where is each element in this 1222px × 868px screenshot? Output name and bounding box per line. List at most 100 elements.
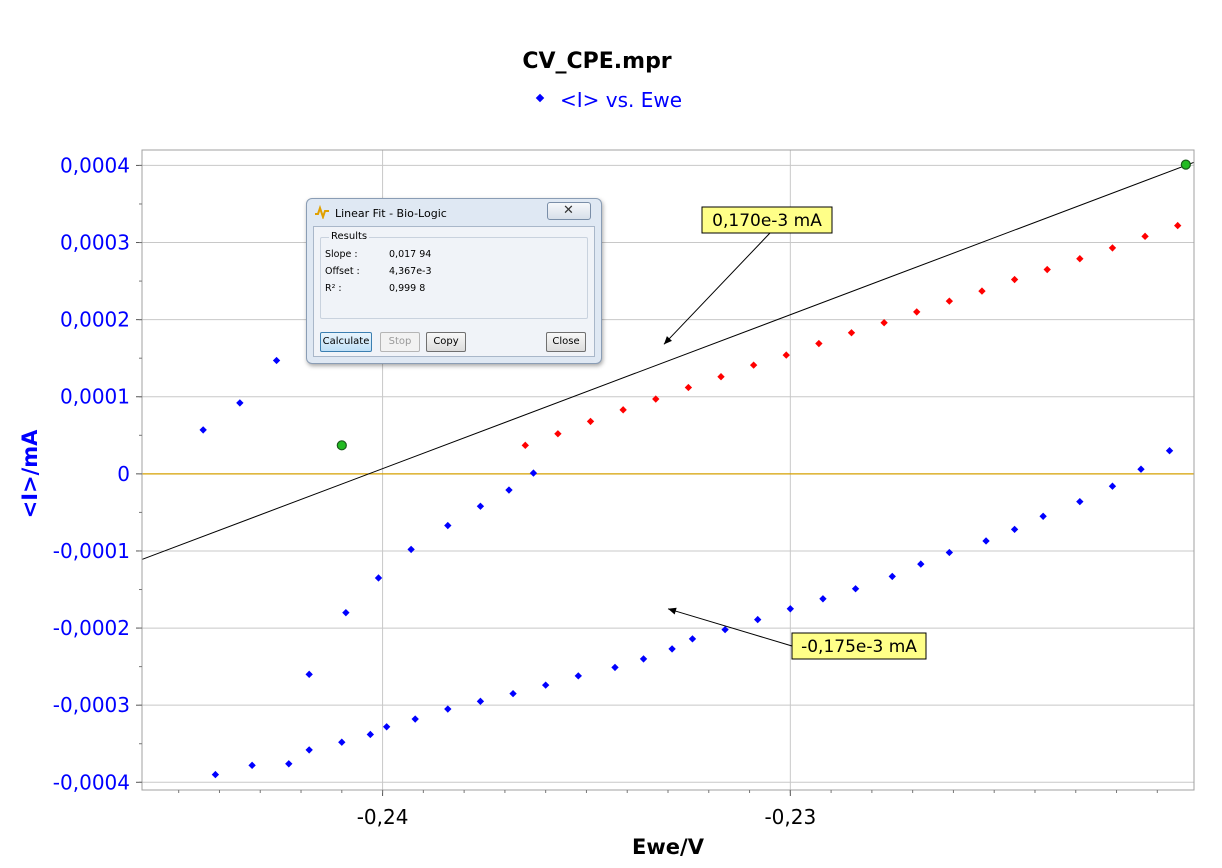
data-point bbox=[611, 663, 619, 672]
y-tick-label: 0,0003 bbox=[60, 231, 130, 255]
fit-point bbox=[1141, 232, 1149, 241]
annotation-label: 0,170e-3 mA bbox=[712, 211, 822, 231]
fit-line-group bbox=[141, 161, 1195, 560]
fit-point bbox=[586, 417, 595, 426]
annotations: 0,170e-3 mA -0,175e-3 mA bbox=[663, 206, 927, 660]
fit-point bbox=[717, 373, 725, 381]
annotation-arrowhead bbox=[668, 607, 677, 615]
legend-entry: <I> vs. Ewe bbox=[560, 88, 682, 112]
legend: <I> vs. Ewe bbox=[535, 88, 682, 112]
data-point bbox=[305, 746, 313, 754]
axes: 0,0004 0,0003 0,0002 0,0001 0 -0,0001 -0,0002 -… bbox=[53, 149, 1195, 829]
data-point bbox=[541, 681, 550, 689]
fit-point bbox=[815, 339, 823, 348]
y-tick-label: 0,0001 bbox=[60, 385, 130, 409]
fit-point bbox=[619, 406, 627, 414]
chart-title: CV_CPE.mpr bbox=[522, 49, 671, 74]
data-point bbox=[888, 572, 896, 581]
data-point bbox=[248, 761, 256, 770]
annotation-arrowhead bbox=[663, 336, 672, 345]
fit-point bbox=[1174, 221, 1182, 230]
r2-value: 0,999 8 bbox=[389, 283, 426, 294]
data-point bbox=[786, 605, 795, 613]
fit-point bbox=[945, 297, 954, 305]
fit-point bbox=[847, 329, 856, 337]
data-point bbox=[945, 548, 954, 557]
fit-point bbox=[1076, 255, 1084, 263]
data-point bbox=[382, 723, 391, 731]
close-icon: ✕ bbox=[563, 203, 574, 218]
close-button[interactable]: Close bbox=[546, 332, 586, 352]
data-point bbox=[411, 715, 419, 723]
window-close-button[interactable]: ✕ bbox=[547, 202, 591, 220]
dialog-title-bar[interactable]: Linear Fit - Bio-Logic ✕ bbox=[307, 199, 601, 225]
y-tick-label: 0,0004 bbox=[60, 153, 130, 177]
data-point bbox=[444, 705, 452, 713]
fit-point bbox=[554, 430, 562, 438]
data-point bbox=[639, 655, 648, 663]
x-axis-title: Ewe/V bbox=[632, 835, 705, 859]
data-point bbox=[407, 545, 415, 554]
data-point bbox=[305, 670, 313, 679]
x-tick-label: -0,24 bbox=[357, 805, 409, 829]
data-point bbox=[529, 469, 538, 477]
results-group: Results Slope : 0,017 94 Offset : 4,367e… bbox=[320, 231, 588, 319]
y-tick-label: 0,0002 bbox=[60, 308, 130, 332]
fit-point bbox=[1010, 275, 1019, 284]
data-point bbox=[444, 521, 452, 530]
data-point bbox=[505, 486, 513, 494]
fit-point bbox=[913, 308, 921, 316]
data-point bbox=[1039, 512, 1047, 520]
fit-endpoint bbox=[1180, 159, 1191, 170]
data-point bbox=[272, 356, 281, 365]
fit-point bbox=[978, 287, 986, 295]
data-point bbox=[366, 730, 375, 739]
annotation-leader bbox=[667, 608, 793, 647]
fit-point bbox=[880, 319, 888, 327]
fit-point bbox=[1108, 244, 1117, 252]
fit-point bbox=[521, 441, 529, 450]
data-point bbox=[199, 426, 207, 434]
fit-point bbox=[749, 361, 758, 369]
fit-point bbox=[782, 351, 790, 359]
y-tick-label: -0,0004 bbox=[53, 770, 130, 794]
grid bbox=[142, 150, 1194, 790]
results-group-label: Results bbox=[329, 231, 370, 242]
data-point bbox=[721, 625, 729, 634]
fit-point bbox=[684, 383, 693, 392]
data-point bbox=[338, 738, 346, 746]
annotation-box bbox=[701, 206, 833, 234]
data-point bbox=[476, 502, 485, 510]
plot-frame bbox=[141, 149, 1195, 791]
dialog-title: Linear Fit - Bio-Logic bbox=[335, 207, 447, 220]
y-axis-title: <I>/mA bbox=[18, 429, 42, 519]
calculate-button[interactable]: Calculate bbox=[320, 332, 372, 352]
data-point bbox=[688, 635, 697, 643]
annotation-leader bbox=[663, 232, 771, 345]
data-point bbox=[982, 537, 990, 545]
fit-point bbox=[652, 395, 660, 403]
data-point bbox=[509, 689, 517, 698]
annotation-label: -0,175e-3 mA bbox=[801, 637, 917, 657]
data-point bbox=[476, 697, 485, 706]
legend-marker bbox=[535, 93, 545, 103]
slope-label: Slope : bbox=[325, 249, 358, 260]
data-point bbox=[917, 560, 925, 568]
data-point bbox=[285, 760, 293, 768]
linear-fit-dialog[interactable]: Linear Fit - Bio-Logic ✕ Results Slope :… bbox=[306, 198, 602, 364]
copy-button[interactable]: Copy bbox=[426, 332, 466, 352]
data-point bbox=[668, 645, 676, 653]
data-point bbox=[851, 585, 860, 593]
data-point bbox=[1165, 447, 1174, 455]
fit-endpoint bbox=[336, 440, 347, 451]
offset-value: 4,367e-3 bbox=[389, 266, 432, 277]
r2-label: R² : bbox=[325, 283, 342, 294]
fit-line bbox=[141, 161, 1195, 560]
data-point bbox=[342, 608, 350, 617]
data-point bbox=[374, 574, 383, 582]
y-tick-label: -0,0001 bbox=[53, 539, 130, 563]
data-point bbox=[1076, 497, 1084, 506]
offset-label: Offset : bbox=[325, 266, 360, 277]
data-point bbox=[1010, 525, 1019, 534]
